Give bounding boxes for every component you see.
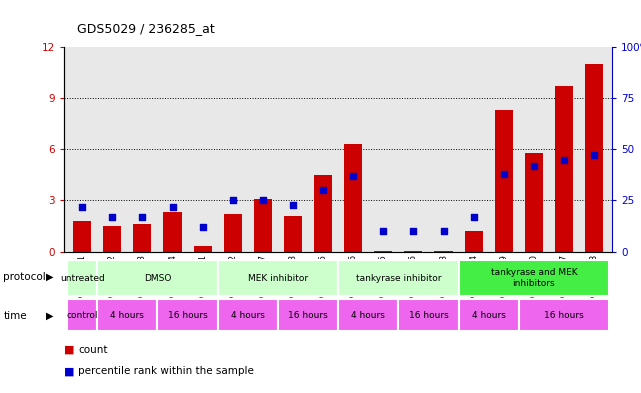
Text: 4 hours: 4 hours xyxy=(110,311,144,320)
Bar xyxy=(344,144,362,252)
Text: 16 hours: 16 hours xyxy=(408,311,448,320)
Text: 16 hours: 16 hours xyxy=(168,311,208,320)
Text: percentile rank within the sample: percentile rank within the sample xyxy=(78,366,254,376)
Bar xyxy=(495,110,513,252)
Bar xyxy=(278,299,338,331)
Bar xyxy=(284,216,302,252)
Text: MEK inhibitor: MEK inhibitor xyxy=(248,274,308,283)
Text: DMSO: DMSO xyxy=(144,274,171,283)
Bar xyxy=(404,251,422,252)
Point xyxy=(589,152,599,159)
Bar xyxy=(224,214,242,252)
Text: ▶: ▶ xyxy=(46,310,53,321)
Bar xyxy=(338,260,458,296)
Text: count: count xyxy=(78,345,108,355)
Point xyxy=(529,163,539,169)
Point xyxy=(318,187,328,193)
Point xyxy=(288,201,298,208)
Bar xyxy=(254,199,272,252)
Bar xyxy=(218,260,338,296)
Point xyxy=(348,173,358,179)
Bar xyxy=(73,221,91,252)
Bar xyxy=(555,86,573,252)
Text: 16 hours: 16 hours xyxy=(544,311,584,320)
Bar xyxy=(67,299,97,331)
Point xyxy=(77,204,87,210)
Bar xyxy=(525,153,543,252)
Text: ▶: ▶ xyxy=(46,272,53,282)
Point xyxy=(469,214,479,220)
Bar xyxy=(218,299,278,331)
Bar xyxy=(458,299,519,331)
Bar xyxy=(314,175,332,252)
Text: 4 hours: 4 hours xyxy=(231,311,265,320)
Point xyxy=(137,214,147,220)
Bar xyxy=(67,260,97,296)
Point xyxy=(167,204,178,210)
Text: untreated: untreated xyxy=(60,274,104,283)
Text: ■: ■ xyxy=(64,366,74,376)
Bar xyxy=(458,260,609,296)
Bar xyxy=(133,224,151,252)
Bar xyxy=(519,299,609,331)
Point xyxy=(107,214,117,220)
Bar xyxy=(435,251,453,252)
Text: protocol: protocol xyxy=(3,272,46,282)
Text: time: time xyxy=(3,310,27,321)
Point xyxy=(559,156,569,163)
Text: 4 hours: 4 hours xyxy=(472,311,506,320)
Point xyxy=(438,228,449,234)
Bar xyxy=(158,299,218,331)
Text: control: control xyxy=(67,311,98,320)
Bar xyxy=(374,251,392,252)
Point xyxy=(378,228,388,234)
Point xyxy=(228,197,238,204)
Bar xyxy=(97,260,218,296)
Text: tankyrase and MEK
inhibitors: tankyrase and MEK inhibitors xyxy=(490,268,577,288)
Bar xyxy=(163,212,181,252)
Text: 16 hours: 16 hours xyxy=(288,311,328,320)
Bar xyxy=(103,226,121,252)
Point xyxy=(258,197,268,204)
Bar xyxy=(338,299,398,331)
Bar xyxy=(585,64,603,252)
Point xyxy=(499,171,509,177)
Bar xyxy=(398,299,458,331)
Text: 4 hours: 4 hours xyxy=(351,311,385,320)
Bar xyxy=(465,231,483,252)
Text: tankyrase inhibitor: tankyrase inhibitor xyxy=(356,274,441,283)
Point xyxy=(408,228,419,234)
Bar xyxy=(97,299,158,331)
Bar xyxy=(194,246,212,252)
Point xyxy=(197,224,208,230)
Text: ■: ■ xyxy=(64,345,74,355)
Text: GDS5029 / 236285_at: GDS5029 / 236285_at xyxy=(77,22,215,35)
